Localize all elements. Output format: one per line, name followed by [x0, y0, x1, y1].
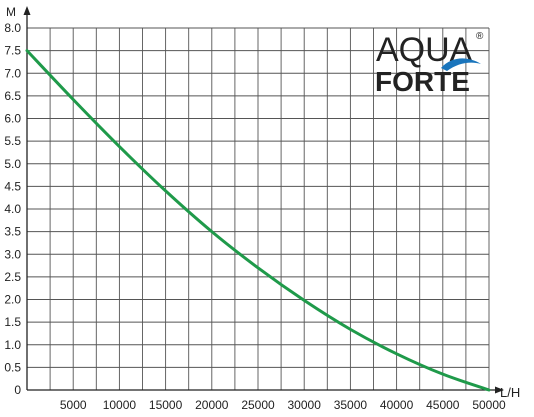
y-tick-label: 5.5	[4, 134, 21, 148]
series-layer	[25, 49, 491, 392]
logo-line2: FORTE	[375, 66, 470, 97]
y-tick-label: 4.0	[4, 202, 21, 216]
x-tick-label: 45000	[426, 398, 460, 412]
y-tick-label: 2.5	[4, 270, 21, 284]
x-axis-label: L/H	[500, 385, 520, 400]
tick-labels: 0 0.5 1.0 1.5 2.0 2.5 3.0 3.5 4.0 4.5 5.0 5.5 6.0 6.5…	[4, 21, 506, 412]
y-tick-label: 1.0	[4, 338, 21, 352]
logo-wave-icon	[441, 58, 481, 71]
y-tick-label: 0.5	[4, 360, 21, 374]
y-tick-label: 8.0	[4, 21, 21, 35]
logo-registered-mark: ®	[476, 31, 484, 42]
y-tick-label: 4.5	[4, 179, 21, 193]
y-tick-label: 7.5	[4, 44, 21, 58]
x-tick-label: 10000	[103, 398, 137, 412]
y-tick-label: 5.0	[4, 157, 21, 171]
y-tick-label: 7.0	[4, 66, 21, 80]
y-tick-label: 6.5	[4, 89, 21, 103]
y-tick-label: 0	[14, 383, 21, 397]
y-tick-label: 1.5	[4, 315, 21, 329]
x-tick-label: 35000	[334, 398, 368, 412]
y-tick-label: 6.0	[4, 112, 21, 126]
x-tick-label: 50000	[472, 398, 506, 412]
x-tick-label: 15000	[149, 398, 183, 412]
y-tick-label: 2.0	[4, 293, 21, 307]
y-axis-label: M	[6, 5, 16, 19]
x-tick-label: 40000	[380, 398, 414, 412]
y-tick-label: 3.5	[4, 225, 21, 239]
x-tick-label: 30000	[288, 398, 322, 412]
y-tick-label: 3.0	[4, 247, 21, 261]
x-tick-label: 5000	[60, 398, 87, 412]
x-tick-label: 20000	[195, 398, 229, 412]
brand-logo: AQUA FORTE ®	[375, 31, 484, 97]
series-line	[25, 49, 491, 392]
x-axis-arrow-icon	[495, 386, 504, 394]
axes	[23, 6, 504, 394]
y-axis-arrow-icon	[23, 6, 31, 15]
x-tick-label: 25000	[241, 398, 275, 412]
